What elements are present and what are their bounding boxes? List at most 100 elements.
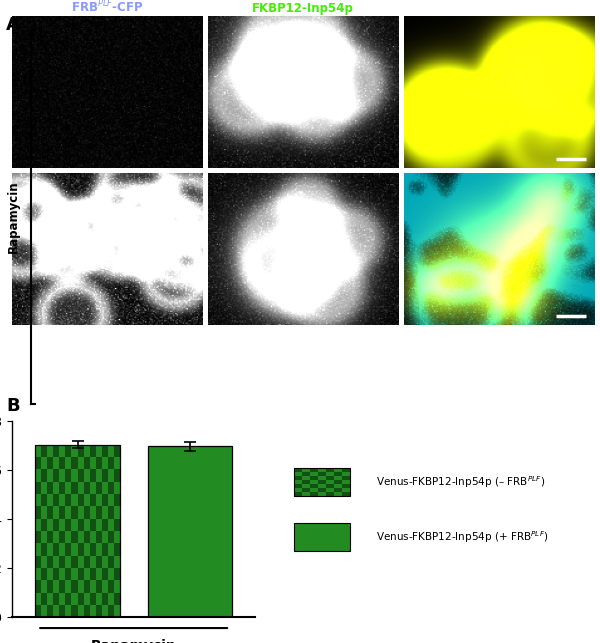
Bar bbox=[83, 580, 89, 593]
Bar bbox=[71, 556, 77, 568]
Bar bbox=[35, 482, 41, 494]
Bar bbox=[318, 480, 326, 484]
Bar bbox=[41, 568, 47, 580]
Bar bbox=[53, 469, 59, 482]
Bar bbox=[343, 468, 350, 472]
Bar bbox=[41, 518, 47, 531]
Bar bbox=[107, 556, 113, 568]
Bar bbox=[65, 568, 71, 580]
Bar bbox=[318, 472, 326, 476]
Bar bbox=[95, 506, 101, 518]
Bar bbox=[83, 506, 89, 518]
Bar bbox=[41, 469, 47, 482]
Bar bbox=[77, 494, 83, 506]
Bar bbox=[107, 605, 113, 617]
Bar bbox=[59, 605, 65, 617]
Bar bbox=[71, 531, 77, 543]
Bar bbox=[107, 531, 113, 543]
Bar bbox=[318, 488, 326, 492]
Bar bbox=[83, 457, 89, 469]
Bar bbox=[47, 580, 53, 593]
Bar bbox=[107, 506, 113, 518]
Text: Rapamycin: Rapamycin bbox=[91, 639, 176, 643]
Bar bbox=[89, 494, 95, 506]
Title: Merge: Merge bbox=[478, 2, 520, 15]
Bar bbox=[334, 472, 343, 476]
Bar bbox=[71, 506, 77, 518]
Bar bbox=[326, 468, 334, 472]
Bar bbox=[95, 605, 101, 617]
Bar bbox=[77, 543, 83, 556]
Bar bbox=[95, 457, 101, 469]
Bar bbox=[101, 543, 107, 556]
Bar bbox=[293, 468, 302, 472]
Bar bbox=[113, 518, 119, 531]
Bar bbox=[107, 580, 113, 593]
Bar bbox=[53, 568, 59, 580]
Bar bbox=[47, 605, 53, 617]
Bar bbox=[59, 457, 65, 469]
Bar bbox=[302, 480, 310, 484]
Bar bbox=[89, 568, 95, 580]
Bar bbox=[47, 457, 53, 469]
Bar bbox=[310, 492, 318, 496]
Bar bbox=[113, 444, 119, 457]
Bar bbox=[47, 506, 53, 518]
Bar bbox=[310, 484, 318, 488]
Title: FRB$^{PLF}$-CFP: FRB$^{PLF}$-CFP bbox=[71, 0, 143, 15]
Bar bbox=[101, 518, 107, 531]
Bar bbox=[53, 543, 59, 556]
Bar bbox=[293, 468, 350, 496]
Bar bbox=[83, 531, 89, 543]
Bar bbox=[302, 472, 310, 476]
Bar bbox=[83, 556, 89, 568]
Bar bbox=[65, 494, 71, 506]
Bar bbox=[95, 556, 101, 568]
Bar bbox=[293, 492, 302, 496]
Bar bbox=[310, 468, 318, 472]
Bar bbox=[293, 484, 302, 488]
Bar bbox=[113, 469, 119, 482]
Bar bbox=[89, 593, 95, 605]
Text: B: B bbox=[6, 397, 20, 415]
Text: Venus-FKBP12-Inp54p (– FRB$^{PLF}$): Venus-FKBP12-Inp54p (– FRB$^{PLF}$) bbox=[376, 474, 545, 490]
Bar bbox=[95, 580, 101, 593]
Bar bbox=[83, 605, 89, 617]
Bar bbox=[59, 482, 65, 494]
Bar bbox=[89, 518, 95, 531]
Bar bbox=[343, 492, 350, 496]
Bar bbox=[41, 593, 47, 605]
Bar bbox=[113, 568, 119, 580]
Bar bbox=[293, 523, 350, 550]
Bar bbox=[310, 476, 318, 480]
Bar bbox=[65, 469, 71, 482]
Bar bbox=[113, 593, 119, 605]
Bar bbox=[343, 476, 350, 480]
Bar bbox=[101, 469, 107, 482]
Bar bbox=[77, 469, 83, 482]
Bar bbox=[113, 543, 119, 556]
Bar bbox=[65, 518, 71, 531]
Text: A: A bbox=[6, 16, 20, 34]
Bar bbox=[35, 457, 41, 469]
Bar bbox=[107, 482, 113, 494]
Bar bbox=[343, 484, 350, 488]
Bar bbox=[101, 444, 107, 457]
Bar bbox=[53, 494, 59, 506]
Bar bbox=[53, 444, 59, 457]
Bar bbox=[293, 476, 302, 480]
Bar bbox=[65, 543, 71, 556]
Bar bbox=[41, 494, 47, 506]
Bar bbox=[65, 444, 71, 457]
Bar bbox=[107, 457, 113, 469]
Bar bbox=[77, 593, 83, 605]
Bar bbox=[59, 556, 65, 568]
Bar bbox=[326, 492, 334, 496]
Bar bbox=[302, 488, 310, 492]
Bar bbox=[71, 482, 77, 494]
Bar bbox=[65, 593, 71, 605]
Bar bbox=[47, 556, 53, 568]
Bar bbox=[59, 580, 65, 593]
Bar bbox=[101, 593, 107, 605]
Bar bbox=[113, 494, 119, 506]
